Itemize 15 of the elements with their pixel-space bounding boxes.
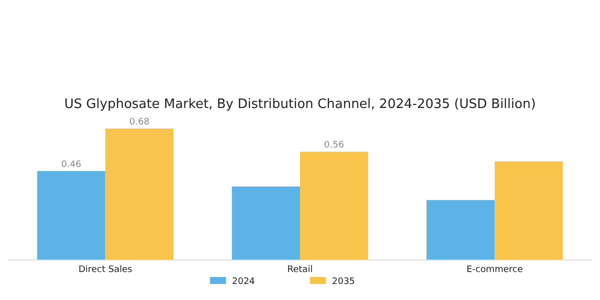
legend-label: 2035: [332, 277, 355, 287]
bar: [494, 161, 563, 260]
chart-title: US Glyphosate Market, By Distribution Channel, 2024-2035 (USD Billion): [64, 97, 536, 112]
x-tick-label: Retail: [287, 265, 313, 275]
legend-label: 2024: [232, 277, 256, 287]
bar: [232, 186, 300, 260]
x-tick-label: E-commerce: [466, 265, 524, 275]
data-label: 0.56: [324, 140, 344, 151]
bar: [426, 200, 495, 260]
data-label: 0.68: [129, 118, 150, 128]
data-label: 0.46: [61, 160, 82, 170]
bar: [300, 152, 368, 260]
bar: [105, 128, 174, 260]
x-tick-label: Direct Sales: [78, 265, 133, 275]
bar: [37, 171, 106, 260]
